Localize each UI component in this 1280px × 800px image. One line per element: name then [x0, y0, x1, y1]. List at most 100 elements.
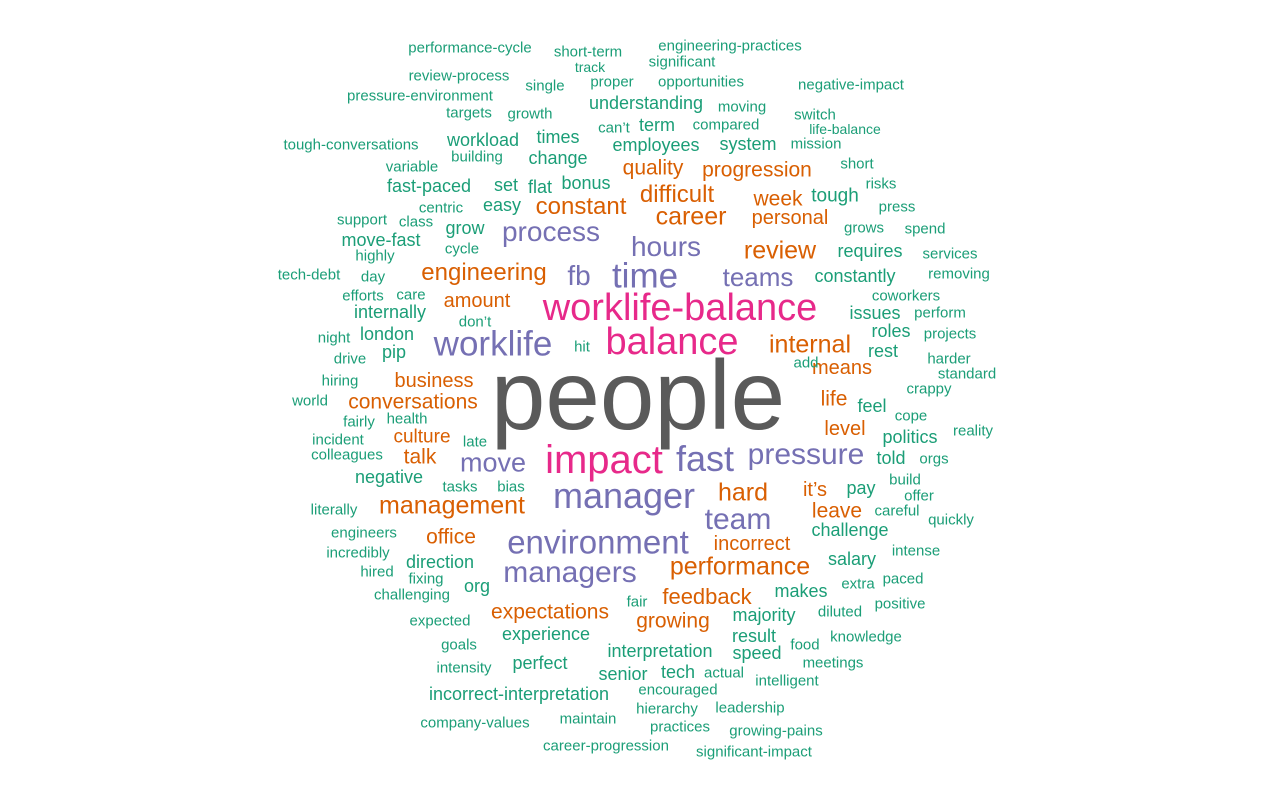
word-reality: reality [952, 422, 994, 440]
word-pip: pip [381, 342, 407, 362]
word-set: set [493, 175, 519, 195]
word-positive: positive [874, 595, 926, 613]
word-health: health [386, 410, 428, 428]
word-told: told [876, 448, 906, 468]
word-rest: rest [867, 341, 899, 361]
word-short-term: short-term [553, 43, 623, 61]
word-highly: highly [355, 247, 395, 265]
word-personal: personal [751, 207, 829, 229]
word-fast: fast [675, 438, 735, 479]
word-risks: risks [865, 175, 897, 193]
word-late: late [462, 433, 488, 451]
word-fixing: fixing [408, 570, 444, 588]
word-tech-debt: tech-debt [277, 266, 341, 284]
word-move: move [459, 447, 527, 478]
word-world: world [292, 392, 328, 410]
word-fair: fair [626, 593, 648, 611]
word-pressure-environment: pressure-environment [347, 87, 493, 105]
word-performance: performance [669, 552, 811, 581]
word-issues: issues [849, 303, 901, 323]
word-incredibly: incredibly [326, 544, 390, 562]
word-grow: grow [445, 218, 485, 238]
word-cope: cope [894, 407, 928, 425]
word-managers: managers [503, 556, 637, 589]
word-progression: progression [702, 158, 812, 182]
word-day: day [360, 268, 386, 286]
word-expected: expected [409, 612, 471, 630]
word-efforts: efforts [342, 287, 384, 305]
word-bias: bias [497, 478, 525, 496]
word-fast-paced: fast-paced [386, 176, 472, 196]
word-build: build [889, 471, 921, 489]
word-food: food [790, 636, 820, 654]
word-switch: switch [794, 106, 836, 124]
word-drive: drive [333, 350, 367, 368]
word-add: add [793, 354, 819, 372]
word-hired: hired [360, 563, 394, 581]
word-performance-cycle: performance-cycle [408, 39, 532, 57]
word-politics: politics [882, 427, 938, 447]
word-encouraged: encouraged [638, 681, 718, 699]
word-tough: tough [811, 185, 859, 207]
word-life: life [820, 387, 848, 411]
word-negative-impact: negative-impact [798, 76, 904, 94]
word-org: org [463, 576, 491, 596]
word-significant: significant [648, 53, 716, 71]
word-tough-conversations: tough-conversations [283, 136, 419, 154]
word-fairly: fairly [343, 413, 375, 431]
word-hours: hours [630, 231, 702, 262]
word-intensity: intensity [436, 659, 492, 677]
word-projects: projects [923, 325, 977, 343]
word-quality: quality [622, 156, 684, 180]
word-coworkers: coworkers [871, 287, 941, 305]
word-targets: targets [446, 104, 492, 122]
word-easy: easy [482, 195, 522, 215]
word-expectations: expectations [491, 600, 609, 624]
word-careful: careful [874, 502, 920, 520]
word-growing: growing [636, 609, 710, 633]
word-company-values: company-values [420, 714, 530, 732]
word-extra: extra [841, 575, 875, 593]
word-compared: compared [692, 116, 760, 134]
word-fb: fb [567, 260, 591, 291]
word-london: london [359, 324, 415, 344]
word-care: care [396, 286, 426, 304]
word-perfect: perfect [512, 653, 568, 673]
word-incorrect: incorrect [713, 533, 791, 555]
word-hit: hit [574, 338, 590, 356]
word-process: process [501, 216, 601, 247]
word-paced: paced [882, 570, 924, 588]
word-it-s: it’s [802, 479, 828, 501]
word-meetings: meetings [802, 654, 864, 672]
word-management: management [379, 491, 525, 520]
word-class: class [398, 213, 434, 231]
word-harder: harder [927, 350, 971, 368]
word-spend: spend [904, 220, 946, 238]
word-career: career [655, 202, 727, 231]
word-internal: internal [769, 330, 851, 359]
word-culture: culture [393, 426, 451, 448]
word-cycle: cycle [444, 240, 480, 258]
word-opportunities: opportunities [658, 73, 744, 91]
word-career-progression: career-progression [543, 737, 669, 755]
word-flat: flat [527, 177, 553, 197]
word-majority: majority [732, 605, 796, 625]
word-services: services [922, 245, 978, 263]
word-result: result [731, 626, 777, 646]
word-understanding: understanding [588, 93, 704, 113]
word-people: people [490, 340, 786, 450]
word-single: single [525, 77, 565, 95]
word-senior: senior [598, 664, 648, 684]
word-hard: hard [717, 478, 769, 507]
word-difficult: difficult [639, 181, 715, 208]
word-incorrect-interpretation: incorrect-interpretation [428, 684, 610, 704]
word-hiring: hiring [321, 372, 359, 390]
word-short: short [840, 155, 874, 173]
word-level: level [824, 418, 866, 440]
word-experience: experience [501, 624, 591, 644]
word-bonus: bonus [561, 173, 611, 193]
word-direction: direction [405, 552, 475, 572]
word-incident: incident [312, 431, 364, 449]
word-practices: practices [649, 718, 711, 736]
word-negative: negative [354, 467, 424, 487]
